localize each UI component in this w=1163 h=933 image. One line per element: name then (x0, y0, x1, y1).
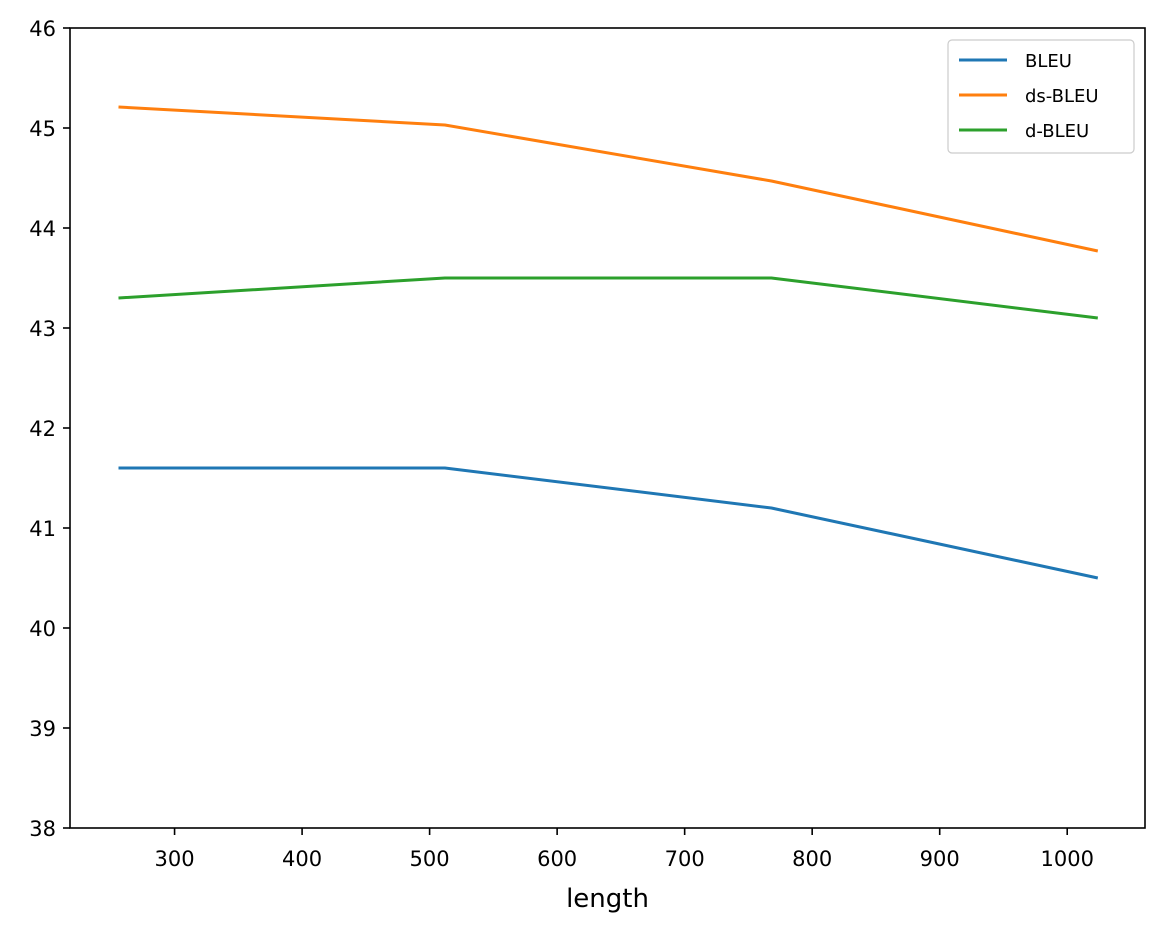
x-tick-label: 600 (537, 847, 577, 871)
series-line-bleu (118, 466, 1099, 580)
x-tick-label: 800 (792, 847, 832, 871)
x-tick-label: 700 (665, 847, 705, 871)
series-layer (118, 105, 1099, 580)
y-tick-label: 46 (29, 17, 56, 41)
x-tick-label: 300 (155, 847, 195, 871)
legend: BLEU ds-BLEU d-BLEU (947, 39, 1135, 154)
legend-label: d-BLEU (1025, 121, 1089, 142)
series-line-ds-bleu (118, 105, 1099, 253)
x-tick-label: 500 (410, 847, 450, 871)
legend-label: BLEU (1025, 51, 1072, 72)
x-axis-title: length (566, 884, 649, 914)
x-axis: 300 400 500 600 700 800 900 1000 (155, 828, 1094, 871)
y-axis: 38 39 40 41 42 43 44 45 46 (29, 17, 70, 841)
y-tick-label: 45 (29, 117, 56, 141)
y-tick-label: 40 (29, 617, 56, 641)
legend-label: ds-BLEU (1025, 86, 1099, 107)
series-line-d-bleu (118, 276, 1098, 320)
x-tick-label: 400 (282, 847, 322, 871)
y-tick-label: 44 (29, 217, 56, 241)
y-tick-label: 41 (29, 517, 56, 541)
x-tick-label: 900 (920, 847, 960, 871)
y-tick-label: 38 (29, 817, 56, 841)
y-tick-label: 42 (29, 417, 56, 441)
y-tick-label: 43 (29, 317, 56, 341)
x-tick-label: 1000 (1040, 847, 1093, 871)
legend-box (947, 39, 1135, 154)
y-tick-label: 39 (29, 717, 56, 741)
